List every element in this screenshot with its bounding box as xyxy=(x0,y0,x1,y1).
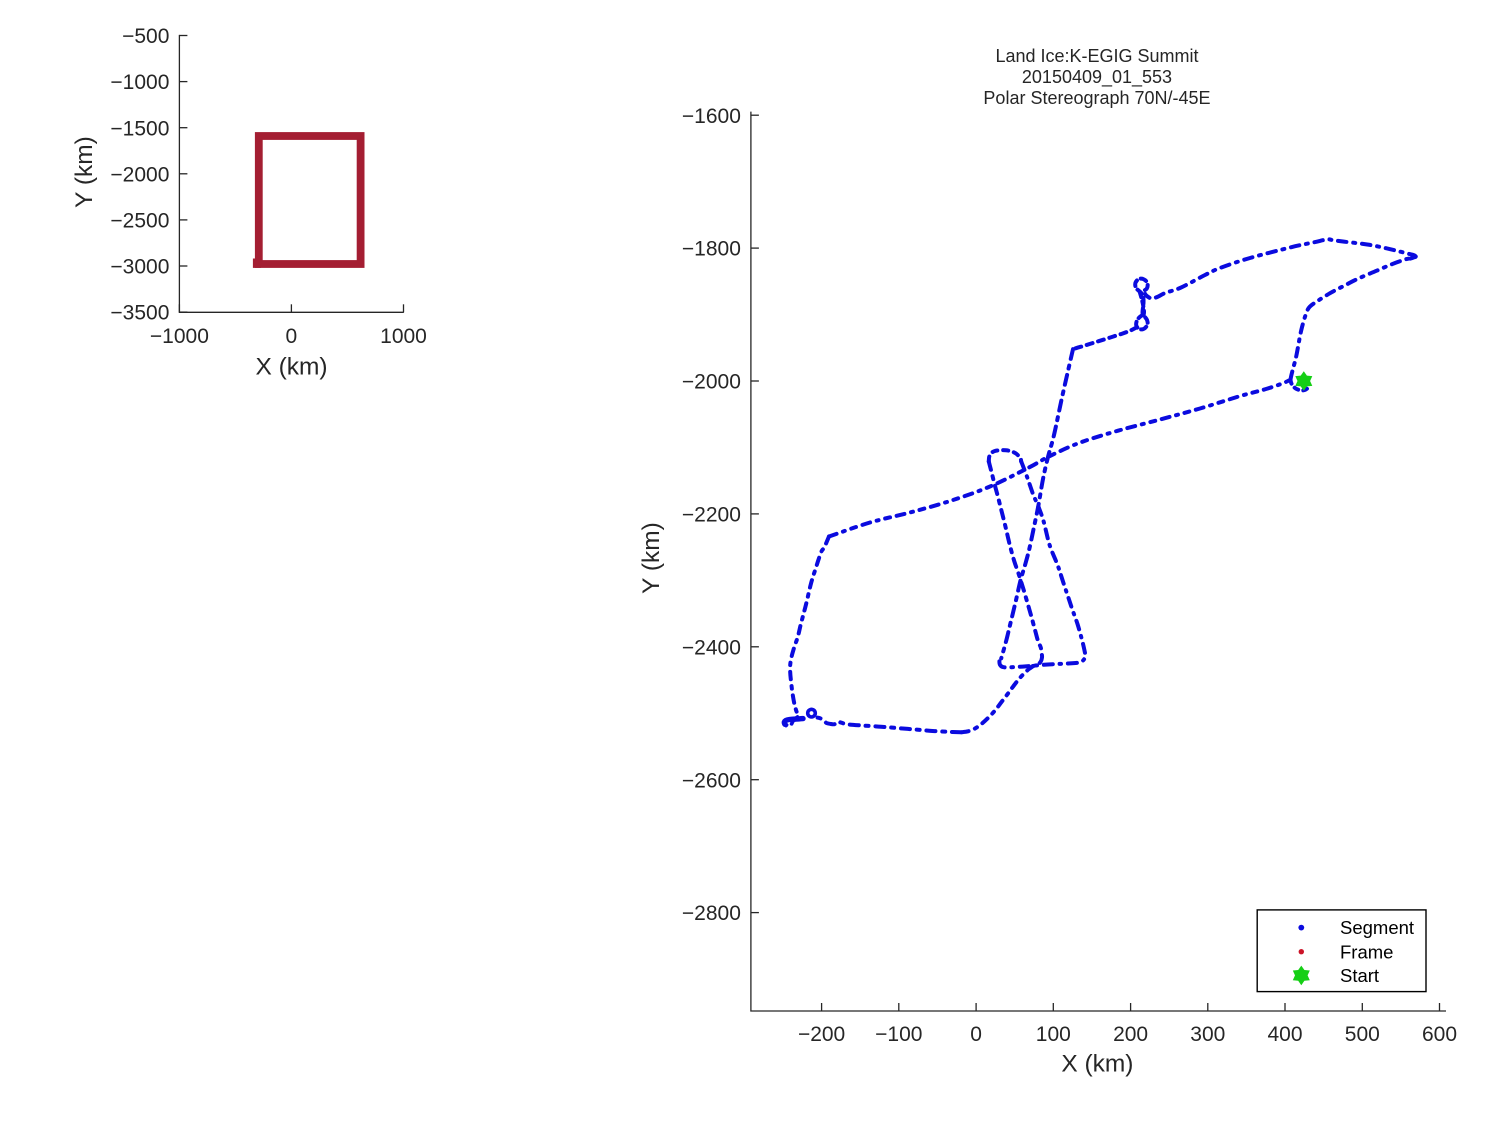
svg-text:−3500: −3500 xyxy=(110,302,169,325)
svg-text:Y (km): Y (km) xyxy=(638,522,665,594)
svg-text:−500: −500 xyxy=(122,25,169,48)
svg-text:20150409_01_553: 20150409_01_553 xyxy=(1022,67,1172,88)
svg-text:1000: 1000 xyxy=(380,325,427,348)
svg-text:X (km): X (km) xyxy=(1061,1051,1133,1078)
svg-text:−100: −100 xyxy=(875,1023,922,1046)
svg-text:Frame: Frame xyxy=(1340,941,1393,962)
svg-text:100: 100 xyxy=(1036,1023,1071,1046)
svg-text:500: 500 xyxy=(1345,1023,1380,1046)
svg-text:−2800: −2800 xyxy=(682,902,741,925)
svg-text:−2400: −2400 xyxy=(682,636,741,659)
svg-text:Land Ice:K-EGIG Summit: Land Ice:K-EGIG Summit xyxy=(995,46,1198,66)
svg-text:300: 300 xyxy=(1190,1023,1225,1046)
svg-text:−3000: −3000 xyxy=(110,256,169,279)
svg-text:200: 200 xyxy=(1113,1023,1148,1046)
svg-text:−200: −200 xyxy=(798,1023,845,1046)
svg-text:400: 400 xyxy=(1267,1023,1302,1046)
svg-text:Y (km): Y (km) xyxy=(71,136,98,208)
svg-text:X (km): X (km) xyxy=(255,354,327,381)
svg-text:−2000: −2000 xyxy=(682,371,741,394)
svg-text:0: 0 xyxy=(286,325,298,348)
svg-text:−1000: −1000 xyxy=(150,325,209,348)
svg-text:600: 600 xyxy=(1422,1023,1457,1046)
svg-text:0: 0 xyxy=(970,1023,982,1046)
svg-text:−1000: −1000 xyxy=(110,71,169,94)
svg-text:−2500: −2500 xyxy=(110,210,169,233)
svg-text:Segment: Segment xyxy=(1340,917,1414,938)
svg-text:−1500: −1500 xyxy=(110,117,169,140)
svg-text:Start: Start xyxy=(1340,965,1379,986)
svg-text:−2600: −2600 xyxy=(682,769,741,792)
svg-text:−2000: −2000 xyxy=(110,163,169,186)
svg-text:Polar Stereograph 70N/-45E: Polar Stereograph 70N/-45E xyxy=(983,88,1210,108)
svg-text:−1800: −1800 xyxy=(682,238,741,261)
svg-text:−1600: −1600 xyxy=(682,105,741,128)
svg-text:−2200: −2200 xyxy=(682,504,741,527)
